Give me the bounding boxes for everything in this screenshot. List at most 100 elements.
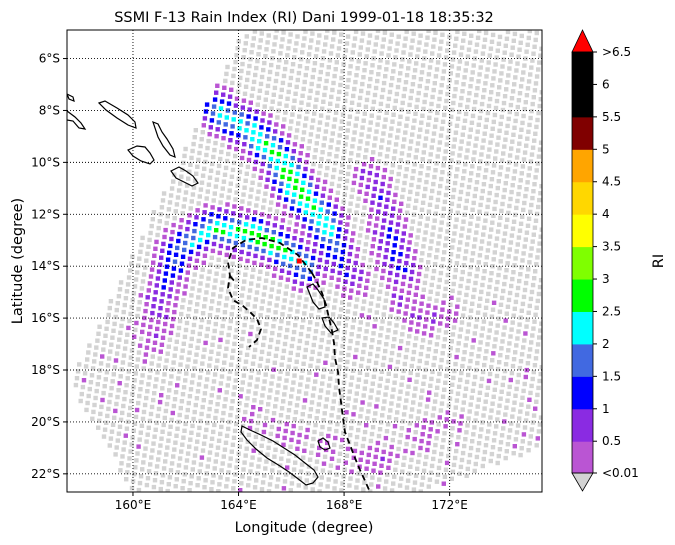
rain-pixel — [189, 293, 194, 298]
rain-pixel — [457, 59, 463, 64]
rain-pixel — [266, 33, 271, 38]
rain-pixel — [141, 322, 146, 328]
rain-pixel — [535, 392, 540, 398]
rain-pixel — [285, 234, 290, 239]
rain-pixel — [158, 349, 163, 354]
rain-pixel — [361, 349, 366, 355]
rain-pixel — [465, 148, 470, 153]
rain-pixel — [447, 215, 452, 220]
rain-pixel — [333, 204, 338, 209]
rain-pixel — [380, 456, 385, 462]
rain-pixel — [259, 74, 265, 80]
rain-pixel — [263, 278, 269, 283]
rain-pixel — [429, 282, 434, 288]
rain-pixel — [446, 41, 451, 46]
rain-pixel — [412, 480, 418, 485]
rain-pixel — [87, 343, 92, 348]
rain-pixel — [415, 329, 420, 334]
chart-title: SSMI F-13 Rain Index (RI) Dani 1999-01-1… — [114, 10, 494, 26]
rain-pixel — [519, 446, 524, 451]
rain-pixel — [217, 388, 222, 393]
rain-pixel — [298, 382, 303, 387]
rain-pixel — [384, 291, 390, 296]
rain-pixel — [427, 390, 432, 395]
rain-pixel — [385, 335, 390, 340]
rain-pixel — [239, 68, 244, 74]
rain-pixel — [274, 209, 280, 214]
rain-pixel — [389, 307, 394, 312]
rain-pixel — [423, 92, 428, 98]
rain-pixel — [409, 407, 415, 412]
rain-pixel — [276, 108, 281, 113]
rain-pixel — [86, 350, 91, 355]
rain-pixel — [383, 435, 389, 441]
rain-pixel — [166, 438, 171, 443]
rain-pixel — [358, 276, 363, 282]
rain-pixel — [381, 449, 386, 455]
rain-pixel — [402, 455, 407, 461]
rain-pixel — [347, 483, 352, 488]
rain-pixel — [81, 378, 87, 383]
rain-pixel — [467, 452, 473, 458]
rain-pixel — [266, 264, 271, 269]
rain-pixel — [203, 159, 208, 165]
rain-pixel — [509, 96, 515, 101]
rain-pixel — [525, 180, 530, 185]
rain-pixel — [279, 87, 284, 93]
rain-pixel — [216, 351, 221, 356]
rain-pixel — [360, 168, 366, 174]
rain-pixel — [198, 418, 203, 424]
rain-pixel — [436, 422, 441, 427]
rain-pixel — [324, 172, 329, 178]
rain-pixel — [522, 338, 527, 343]
rain-pixel — [527, 347, 533, 352]
rain-pixel — [349, 238, 355, 243]
rain-pixel — [212, 191, 217, 196]
rain-pixel — [539, 365, 542, 370]
rain-pixel — [376, 484, 381, 489]
rain-pixel — [475, 35, 481, 40]
rain-pixel — [374, 172, 379, 178]
rain-pixel — [483, 443, 489, 448]
rain-pixel — [174, 202, 180, 207]
colorbar-segment — [572, 311, 593, 345]
rain-pixel — [333, 435, 338, 441]
rain-pixel — [479, 239, 485, 244]
rain-pixel — [459, 139, 464, 144]
rain-pixel — [229, 87, 234, 92]
rain-pixel — [501, 100, 507, 106]
rain-pixel — [415, 278, 421, 284]
rain-pixel — [131, 385, 136, 390]
rain-pixel — [435, 154, 440, 159]
rain-pixel — [534, 305, 539, 310]
rain-pixel — [258, 175, 263, 180]
rain-pixel — [211, 104, 217, 109]
rain-pixel — [403, 311, 408, 316]
rain-pixel — [468, 358, 473, 364]
rain-pixel — [416, 228, 421, 233]
rain-pixel — [353, 30, 359, 34]
rain-pixel — [267, 438, 272, 444]
rain-pixel — [167, 388, 172, 393]
rain-pixel — [227, 231, 233, 237]
rain-pixel — [104, 370, 110, 375]
rain-pixel — [399, 107, 404, 112]
rain-pixel — [139, 242, 144, 248]
rain-pixel — [339, 256, 345, 262]
rain-pixel — [452, 274, 457, 280]
rain-pixel — [325, 440, 330, 446]
rain-pixel — [219, 287, 224, 292]
rain-pixel — [258, 81, 264, 87]
rain-pixel — [224, 71, 229, 77]
rain-pixel — [218, 294, 223, 299]
rain-pixel — [239, 155, 245, 161]
rain-pixel — [463, 205, 468, 211]
rain-pixel — [399, 151, 405, 156]
rain-pixel — [450, 151, 455, 156]
rain-pixel — [120, 454, 125, 459]
rain-pixel — [138, 474, 144, 479]
rain-pixel — [467, 315, 473, 320]
rain-pixel — [504, 268, 509, 273]
rain-pixel — [393, 330, 398, 335]
rain-pixel — [448, 165, 453, 170]
